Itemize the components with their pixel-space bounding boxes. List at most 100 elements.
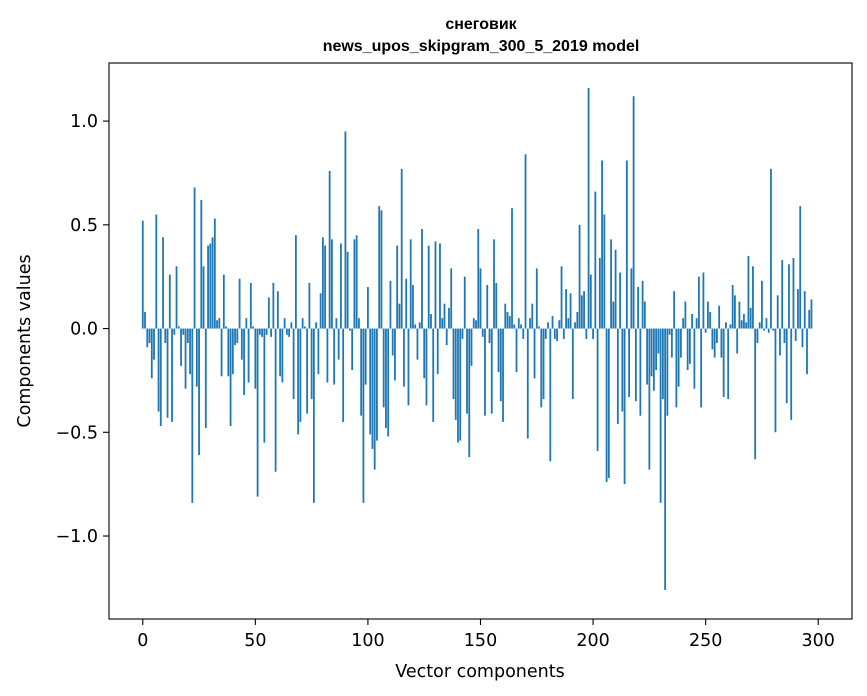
bar-154 — [488, 328, 491, 344]
bar-238 — [677, 328, 680, 387]
x-tick-label: 250 — [689, 631, 722, 651]
bar-169 — [522, 328, 525, 339]
bar-204 — [601, 160, 603, 329]
bar-5 — [153, 328, 155, 360]
bar-44 — [240, 328, 243, 360]
bar-263 — [734, 295, 736, 329]
bar-0 — [141, 220, 144, 329]
bar-261 — [729, 324, 732, 329]
bar-264 — [736, 328, 739, 354]
bar-147 — [472, 318, 475, 329]
bar-89 — [342, 328, 345, 422]
bar-85 — [333, 328, 336, 385]
bar-135 — [445, 328, 448, 346]
bar-234 — [668, 328, 671, 335]
bar-171 — [526, 328, 529, 439]
bar-182 — [551, 316, 554, 329]
bar-124 — [421, 228, 423, 329]
bar-144 — [466, 328, 468, 414]
bar-262 — [731, 284, 734, 329]
bar-206 — [605, 328, 608, 483]
bar-117 — [405, 278, 408, 329]
bar-286 — [785, 328, 788, 404]
bar-178 — [542, 328, 545, 400]
bar-190 — [569, 293, 572, 329]
bar-63 — [283, 318, 286, 329]
bar-145 — [468, 328, 471, 458]
bar-17 — [180, 328, 182, 366]
bar-53 — [261, 328, 263, 337]
bar-50 — [254, 328, 257, 389]
bar-186 — [560, 266, 563, 329]
bar-126 — [425, 328, 428, 406]
bar-260 — [727, 328, 730, 400]
bar-112 — [394, 328, 396, 381]
bar-208 — [610, 239, 612, 329]
bar-218 — [632, 96, 635, 329]
bar-292 — [799, 206, 802, 329]
bar-22 — [191, 328, 194, 503]
bar-52 — [258, 328, 261, 335]
bar-80 — [321, 237, 324, 329]
bar-111 — [391, 328, 394, 356]
bar-198 — [587, 87, 590, 329]
bar-84 — [331, 239, 333, 329]
bar-94 — [353, 239, 356, 329]
bar-207 — [607, 328, 610, 478]
bar-174 — [533, 328, 536, 379]
bar-48 — [249, 282, 252, 329]
y-axis-label: Components values — [15, 254, 35, 427]
bar-76 — [312, 328, 315, 503]
bar-16 — [177, 326, 180, 329]
bar-279 — [770, 168, 772, 329]
bar-119 — [409, 239, 412, 329]
bar-287 — [788, 264, 790, 329]
bar-289 — [792, 258, 795, 329]
y-tick-label: 0.0 — [70, 320, 98, 340]
bar-81 — [324, 245, 327, 329]
bar-74 — [308, 282, 311, 329]
y-tick-label: 0.5 — [70, 216, 98, 236]
plot-frame — [108, 62, 853, 620]
bar-98 — [362, 328, 365, 503]
bar-227 — [652, 328, 655, 391]
bar-140 — [457, 328, 459, 443]
bar-150 — [479, 268, 482, 329]
bar-233 — [666, 328, 669, 416]
bar-28 — [204, 328, 207, 429]
bar-36 — [222, 274, 225, 329]
x-axis-ticks: 0 50 100 150 200 250 300 — [137, 619, 835, 651]
bar-68 — [294, 235, 297, 329]
y-axis-ticks: −1.0 −0.5 0.0 0.5 1.0 — [56, 112, 109, 547]
bar-45 — [243, 328, 245, 395]
bar-151 — [481, 328, 484, 337]
bar-70 — [299, 328, 302, 422]
bar-37 — [225, 326, 227, 329]
bar-8 — [159, 328, 162, 427]
bar-159 — [499, 328, 502, 402]
bar-293 — [801, 328, 804, 348]
bar-75 — [310, 328, 313, 400]
bar-168 — [520, 324, 522, 329]
bar-259 — [725, 322, 727, 329]
bar-205 — [603, 214, 606, 329]
bar-51 — [256, 328, 259, 497]
bar-275 — [761, 280, 763, 329]
bar-107 — [382, 328, 385, 408]
x-tick-label: 0 — [137, 631, 148, 651]
bar-189 — [567, 318, 570, 329]
bar-146 — [470, 328, 473, 366]
bar-69 — [297, 328, 300, 435]
bar-133 — [441, 318, 444, 329]
bar-195 — [580, 295, 583, 329]
bar-181 — [549, 328, 552, 462]
bar-157 — [495, 282, 498, 329]
bar-176 — [538, 326, 540, 329]
bar-231 — [661, 328, 664, 400]
bar-158 — [497, 328, 500, 373]
bar-214 — [623, 328, 626, 485]
bar-213 — [621, 328, 624, 412]
bar-40 — [231, 328, 234, 375]
bar-62 — [281, 328, 284, 383]
bar-130 — [434, 241, 437, 329]
